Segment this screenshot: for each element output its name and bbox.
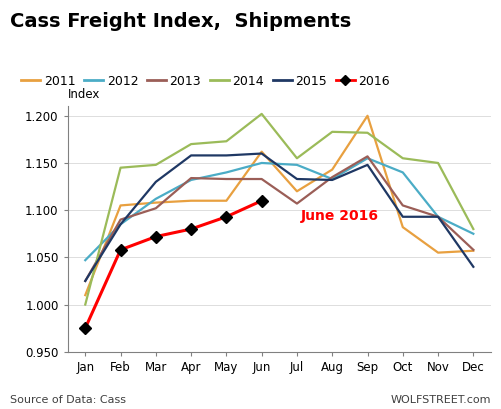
2014 (82, 302, 88, 307)
2015 (365, 162, 371, 167)
2011 (82, 293, 88, 298)
2013 (365, 154, 371, 159)
2016 (118, 247, 124, 252)
2013 (223, 177, 229, 182)
2012 (329, 177, 335, 182)
2012 (223, 170, 229, 175)
2012 (153, 196, 159, 201)
2015 (294, 177, 300, 182)
Line: 2012: 2012 (85, 158, 473, 260)
2012 (400, 170, 406, 175)
2014 (188, 142, 194, 146)
2012 (435, 214, 441, 219)
2014 (470, 227, 476, 231)
2016 (223, 214, 229, 219)
2014 (365, 130, 371, 135)
Line: 2011: 2011 (85, 116, 473, 295)
2014 (329, 129, 335, 134)
2015 (153, 180, 159, 184)
2014 (118, 165, 124, 170)
2011 (118, 203, 124, 208)
2011 (223, 198, 229, 203)
2013 (470, 247, 476, 252)
2015 (470, 264, 476, 269)
Line: 2016: 2016 (81, 197, 266, 332)
2016 (259, 198, 265, 203)
Text: WOLFSTREET.com: WOLFSTREET.com (390, 395, 491, 405)
2011 (294, 189, 300, 194)
2012 (294, 162, 300, 167)
2015 (223, 153, 229, 158)
2012 (259, 160, 265, 165)
2011 (153, 200, 159, 205)
2014 (153, 162, 159, 167)
Line: 2013: 2013 (85, 156, 473, 281)
2013 (188, 175, 194, 180)
2011 (365, 113, 371, 118)
2015 (435, 214, 441, 219)
2012 (118, 222, 124, 227)
2013 (259, 177, 265, 182)
Text: June 2016: June 2016 (301, 209, 378, 222)
2013 (435, 214, 441, 219)
2013 (82, 279, 88, 283)
2016 (82, 326, 88, 330)
Text: Source of Data: Cass: Source of Data: Cass (10, 395, 126, 405)
Line: 2015: 2015 (85, 153, 473, 281)
Line: 2014: 2014 (85, 114, 473, 305)
2011 (400, 225, 406, 229)
2015 (82, 279, 88, 283)
2015 (188, 153, 194, 158)
2015 (400, 214, 406, 219)
2014 (294, 156, 300, 161)
Text: Cass Freight Index,  Shipments: Cass Freight Index, Shipments (10, 12, 351, 31)
2014 (435, 160, 441, 165)
2011 (470, 248, 476, 253)
2012 (470, 231, 476, 236)
2014 (259, 111, 265, 116)
2012 (365, 156, 371, 161)
Text: Index: Index (68, 88, 100, 101)
2013 (329, 175, 335, 180)
2016 (188, 227, 194, 231)
2012 (188, 178, 194, 182)
2011 (188, 198, 194, 203)
2011 (259, 149, 265, 154)
2016 (153, 234, 159, 239)
Legend: 2011, 2012, 2013, 2014, 2015, 2016: 2011, 2012, 2013, 2014, 2015, 2016 (16, 70, 395, 93)
2013 (400, 203, 406, 208)
2015 (259, 151, 265, 156)
2011 (435, 250, 441, 255)
2015 (118, 222, 124, 227)
2015 (329, 178, 335, 182)
2014 (223, 139, 229, 144)
2011 (329, 167, 335, 172)
2012 (82, 258, 88, 263)
2014 (400, 156, 406, 161)
2013 (153, 206, 159, 211)
2013 (118, 217, 124, 222)
2013 (294, 201, 300, 206)
